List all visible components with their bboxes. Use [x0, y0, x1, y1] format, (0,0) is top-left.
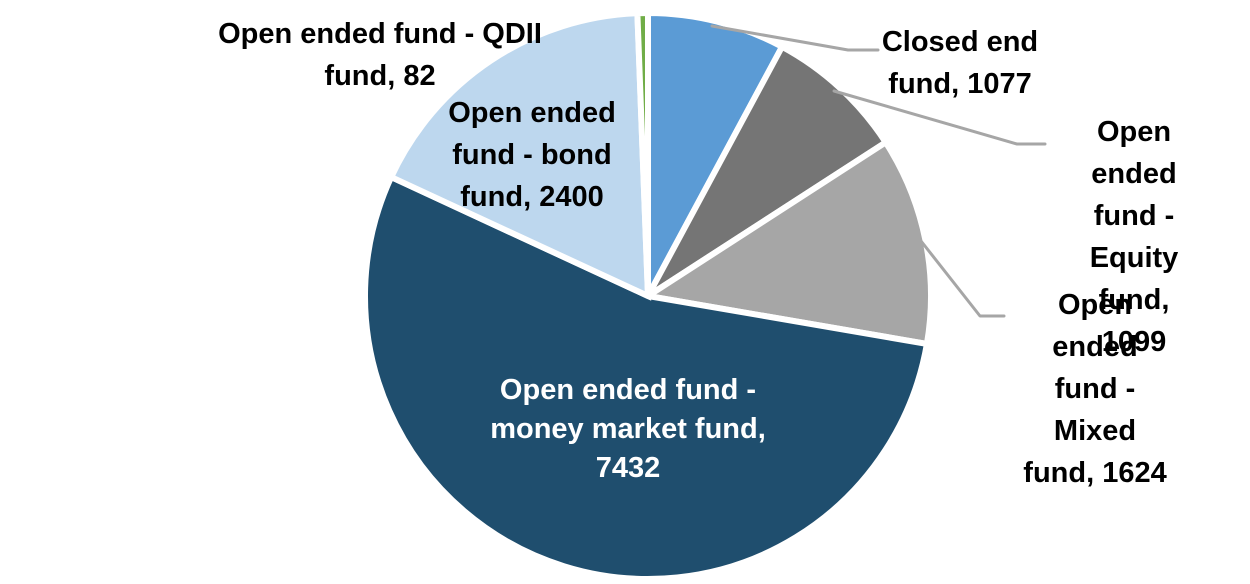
leader-line-closed-end-fund: [710, 24, 880, 52]
pie-slice-open-ended-fund-equity-fund: [645, 42, 890, 299]
pie-slice-open-ended-fund-bond-fund: [387, 10, 652, 301]
pie-slice-open-ended-fund-money-market-fund: [362, 173, 931, 582]
pie-slice-open-ended-fund-qdii-fund: [634, 9, 651, 297]
leader-line-open-ended-fund-equity-fund: [832, 89, 1047, 146]
pie-slice-open-ended-fund-mixed-fund: [639, 138, 934, 348]
pie-slice-closed-end-fund: [645, 9, 787, 298]
leader-line-open-ended-fund-mixed-fund: [919, 239, 1006, 318]
